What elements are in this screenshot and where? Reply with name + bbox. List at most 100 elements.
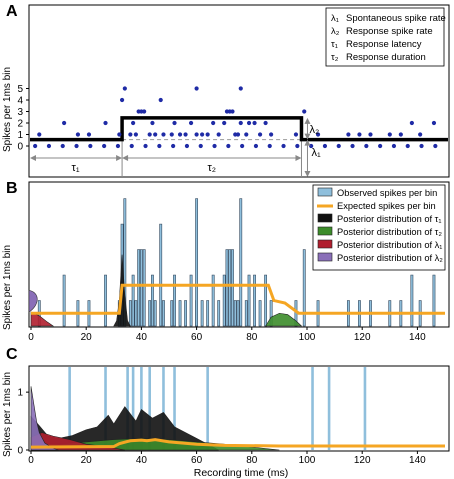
legend-box-b <box>312 184 446 271</box>
observed-bar <box>206 300 210 327</box>
ylabel-c: Spikes per 1ms bin <box>2 372 13 457</box>
observed-spike-bar <box>206 367 209 450</box>
panel-c: 010 20 40 60 80 100 120 140 <box>17 365 450 466</box>
zero-spike-point <box>364 143 369 149</box>
spike-point <box>117 132 122 137</box>
ylabel-b: Spikes per 1ms bin <box>2 245 13 330</box>
spike-point <box>346 132 351 137</box>
zero-spike-point <box>295 143 300 149</box>
spike-point <box>194 132 199 137</box>
spike-point <box>158 97 163 103</box>
spike-point <box>188 120 194 126</box>
legend-a: λ₁ Spontaneous spike rate λ₂ Response spike… <box>325 7 446 67</box>
tau1-annotation: τ₁ <box>72 162 80 174</box>
spike-point <box>194 86 199 91</box>
zero-spike-point <box>240 143 245 149</box>
xtick-label-b: 0 <box>28 332 34 343</box>
observed-spike-bar <box>131 367 135 450</box>
xtick-label-b: 40 <box>136 332 148 343</box>
xtick-label-c: 120 <box>354 455 371 466</box>
spike-point <box>263 120 268 126</box>
observed-bar <box>233 300 237 327</box>
spike-point <box>246 120 252 126</box>
observed-bar <box>151 274 154 327</box>
lambda1-arrow-head-bottom <box>304 171 311 177</box>
axes-frame-b <box>28 181 450 328</box>
legend-swatch-b <box>317 239 333 249</box>
spike-point <box>119 97 125 103</box>
panel-b: 0 20 40 60 80 100 120 140 Observed spikes per bi… <box>28 181 450 343</box>
zero-spike-point <box>267 143 272 149</box>
observed-bar <box>189 274 193 327</box>
ytick-label-c: 0 <box>17 446 23 457</box>
observed-bar <box>104 274 107 327</box>
axes-frame-c <box>28 365 450 452</box>
spike-point <box>147 132 152 137</box>
legend-label-b: Posterior distribution of τ₁ <box>337 214 441 224</box>
spike-point <box>238 120 243 126</box>
observed-bar <box>231 249 234 327</box>
observed-spike-bar <box>363 367 367 450</box>
spike-point <box>150 120 155 126</box>
zero-spike-point <box>115 143 121 149</box>
observed-bar <box>173 274 176 327</box>
xtick-label-c: 40 <box>136 455 148 466</box>
xtick-label-c: 80 <box>246 455 258 466</box>
legend-symbol-a: λ₁ <box>331 13 339 24</box>
spike-point <box>252 120 257 126</box>
legend-swatch-b <box>317 213 333 223</box>
spike-point <box>224 109 230 114</box>
spike-point <box>122 86 127 91</box>
legend-symbol-a: τ₂ <box>331 52 339 63</box>
spike-point <box>222 120 227 126</box>
spike-point <box>103 120 108 126</box>
spike-point <box>183 132 188 137</box>
ytick-label-a: 5 <box>17 84 23 95</box>
zero-spike-point <box>336 143 341 149</box>
zero-spike-point <box>33 143 38 149</box>
zero-spike-point <box>253 143 259 149</box>
observed-bar <box>159 223 163 327</box>
spike-point <box>238 86 243 91</box>
observed-spike-bar <box>140 367 143 450</box>
spike-point <box>244 132 249 137</box>
observed-bar <box>244 300 248 327</box>
zero-spike-point <box>322 143 328 149</box>
legend-label-b: Expected spikes per bin <box>337 201 436 211</box>
observed-bar <box>432 274 436 327</box>
xtick-label-b: 120 <box>354 332 371 343</box>
observed-spike-bar <box>162 367 165 450</box>
tau2-arrow-head-right <box>295 155 302 161</box>
legend-b: Observed spikes per bin Expected spikes p… <box>312 184 446 271</box>
observed-bar <box>128 300 132 327</box>
observed-bar <box>184 300 187 327</box>
zero-spike-point <box>391 143 397 149</box>
expected-line-c <box>30 438 445 449</box>
axes-frame-a <box>28 4 450 178</box>
spike-point <box>169 132 174 137</box>
legend-label-b: Posterior distribution of λ₁ <box>337 240 442 250</box>
spike-point <box>315 132 321 137</box>
ytick-label-c: 1 <box>17 388 23 399</box>
observed-bar <box>137 249 141 327</box>
panel-letter-a: A <box>6 3 18 20</box>
spike-point <box>398 132 403 137</box>
observed-bar <box>131 274 135 327</box>
spike-point <box>257 132 263 137</box>
observed-bar <box>142 249 146 327</box>
xtick-label-c: 100 <box>299 455 316 466</box>
lambda2-arrow-head-bottom <box>304 133 311 140</box>
tau2-arrow-head-left <box>122 155 129 161</box>
lambda1-arrow-head-top <box>304 139 311 146</box>
xtick-label-b: 60 <box>191 332 203 343</box>
ytick-label-a: 1 <box>17 130 23 141</box>
observed-bar <box>225 249 229 327</box>
observed-bar <box>153 300 157 327</box>
observed-bar <box>302 249 306 327</box>
legend-swatch-b <box>317 187 333 197</box>
spike-point <box>161 132 166 137</box>
spike-point <box>75 132 81 137</box>
ylabel-a: Spikes per 1ms bin <box>2 67 13 152</box>
observed-bar <box>200 300 204 327</box>
spike-point <box>200 132 205 137</box>
